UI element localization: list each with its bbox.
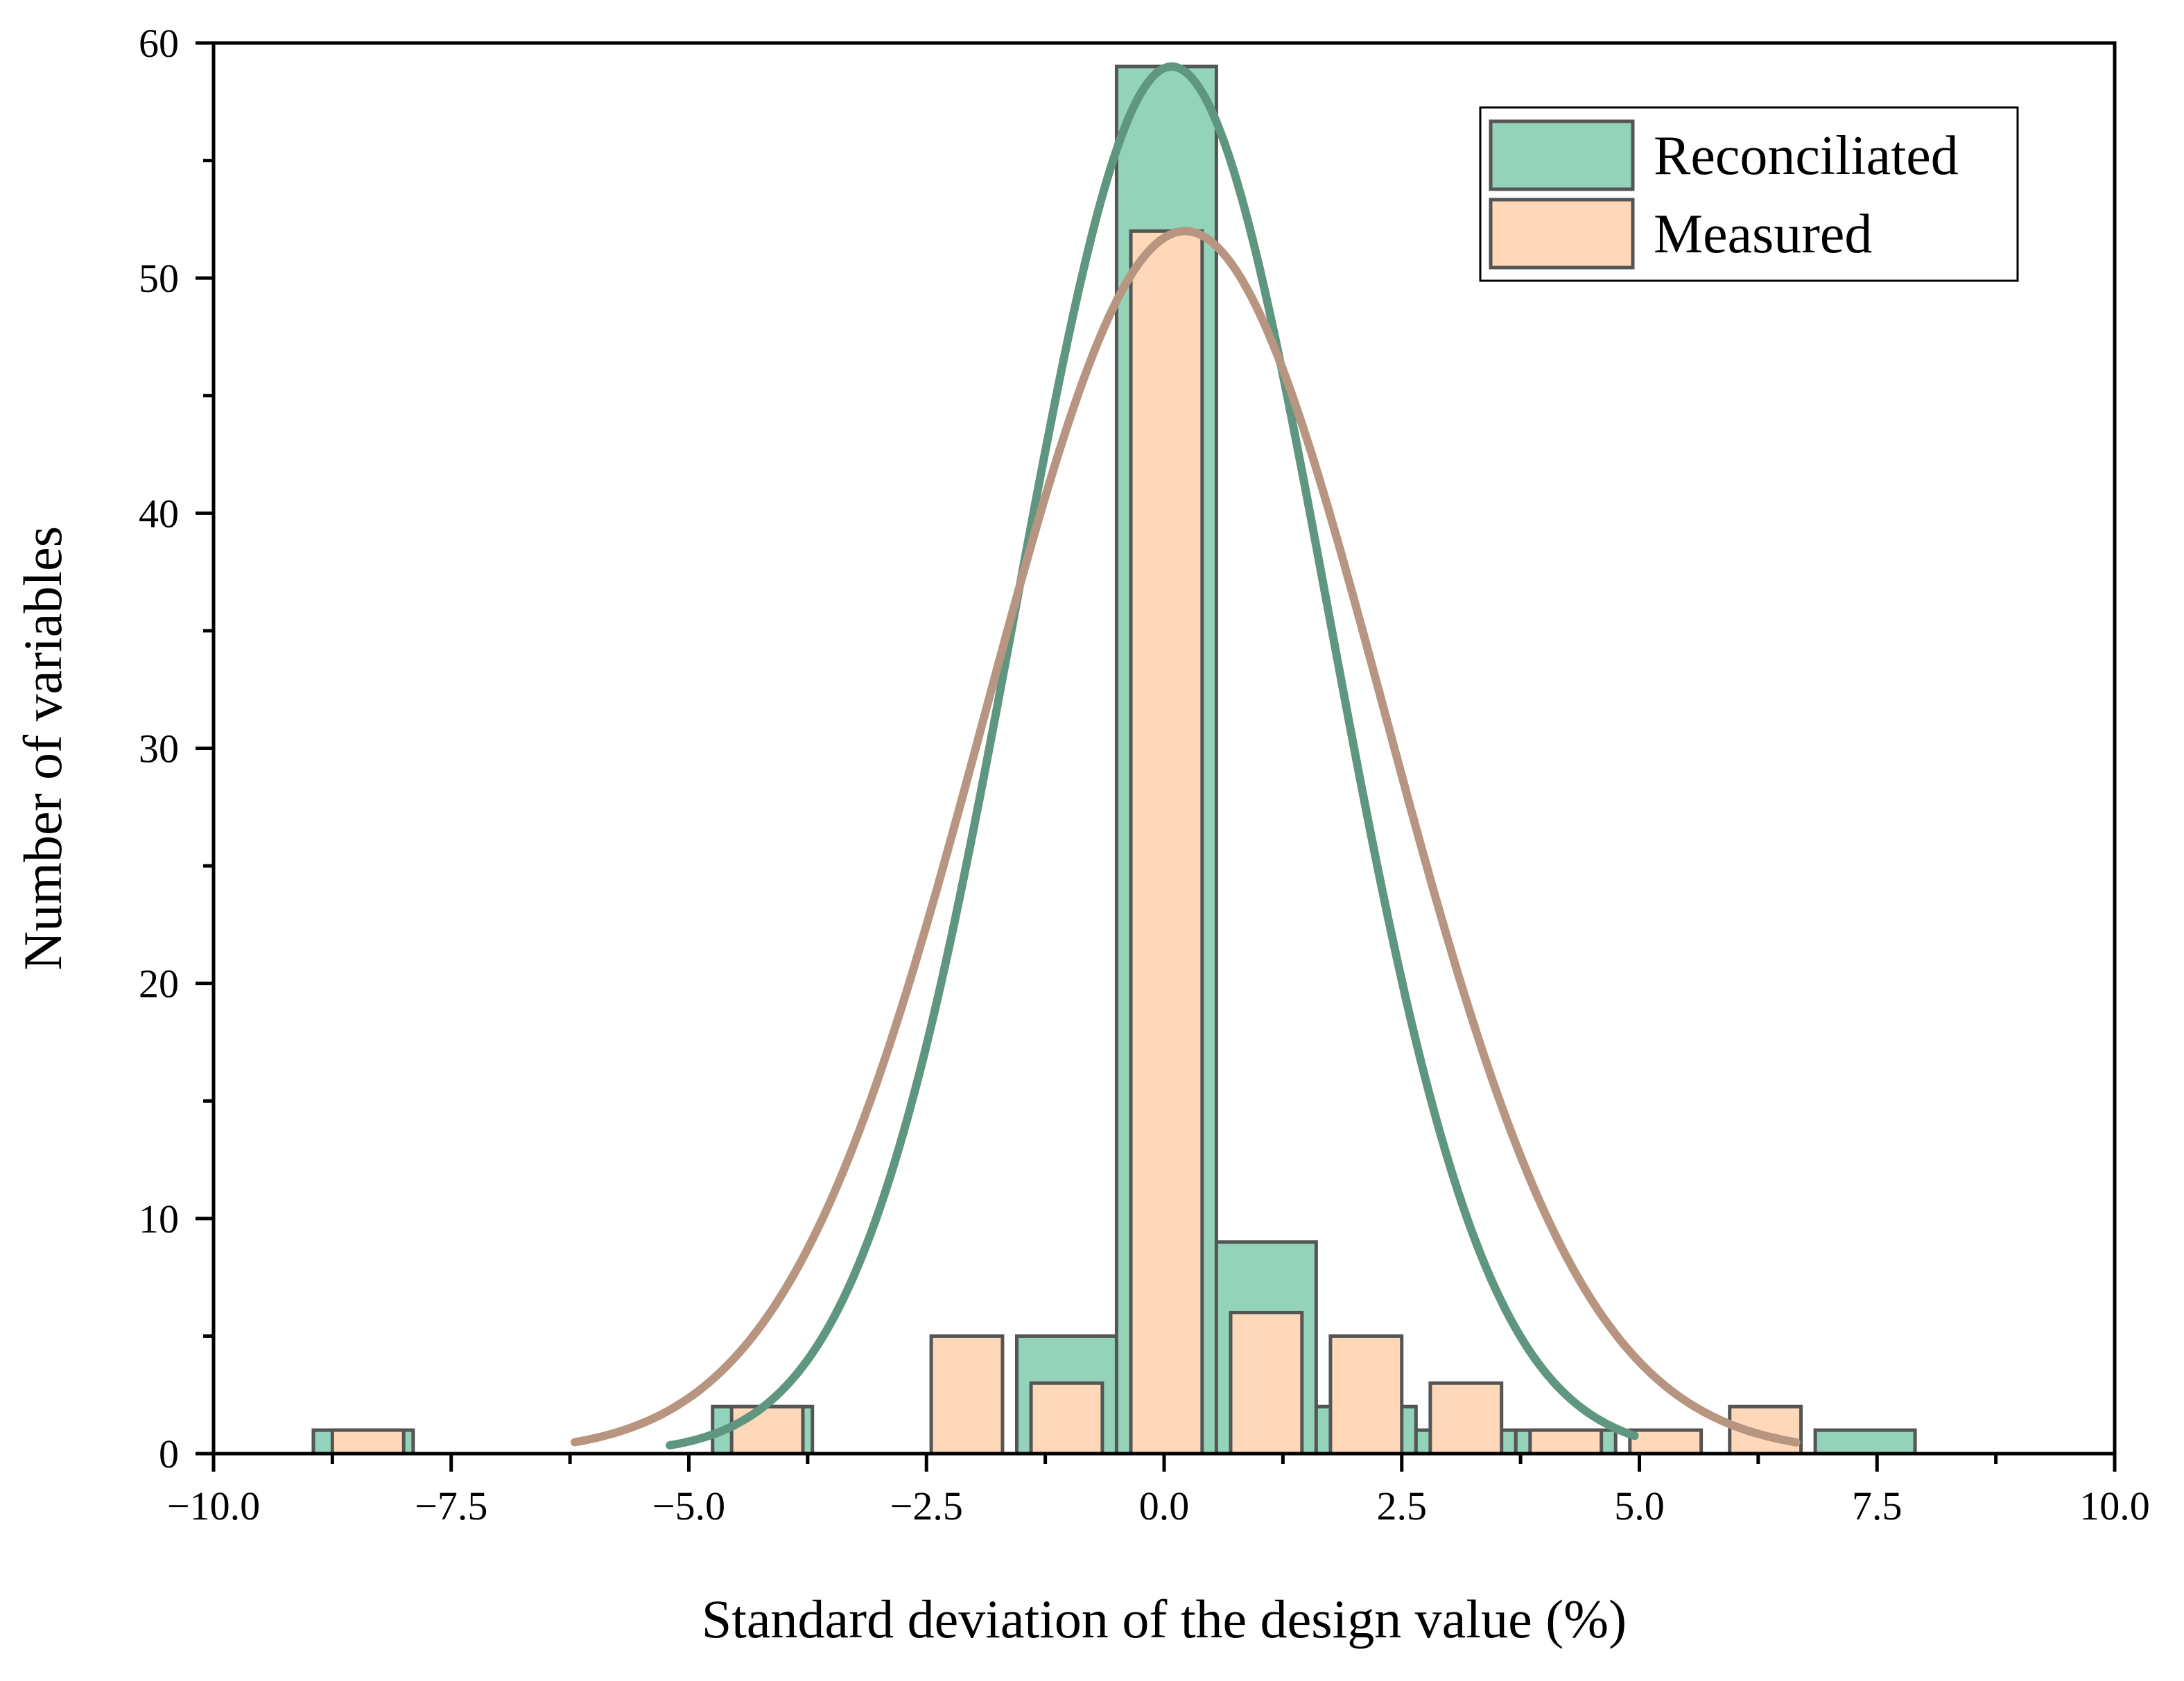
bar-measured-1 [729,1404,805,1456]
bar-measured-8 [1528,1428,1604,1456]
y-tick-label: 60 [139,21,179,66]
x-tick-label: −5.0 [652,1483,725,1528]
bar-measured-4 [1129,229,1204,1456]
bar-measured-5 [1229,1311,1304,1456]
x-axis-title: Standard deviation of the design value (… [702,1589,1627,1649]
bar-measured-0 [330,1428,406,1456]
x-tick-label: 0.0 [1139,1483,1190,1528]
legend-swatch-reconciliated [1489,119,1635,191]
y-tick-label: 30 [139,726,179,772]
bar-measured-2 [929,1334,1005,1456]
x-tick-label: −7.5 [415,1483,487,1528]
bar-measured-3 [1029,1381,1104,1456]
fit-curve-measured [571,227,1801,1447]
legend-label-reconciliated: Reconciliated [1654,125,1959,186]
y-tick-label: 0 [159,1431,179,1477]
y-tick-label: 50 [139,256,179,301]
x-tick-label: −2.5 [890,1483,963,1528]
x-tick-label: −10.0 [167,1483,260,1528]
x-tick-label: 10.0 [2079,1483,2150,1528]
axis-ticks [196,41,2117,1472]
fit-curves-layer [571,62,1801,1449]
legend-label-measured: Measured [1654,204,1872,265]
y-axis-title: Number of variables [12,526,73,970]
y-tick-label: 40 [139,491,179,536]
x-tick-label: 5.0 [1614,1483,1665,1528]
axis-tick-labels: −10.0 −7.5 −5.0 −2.5 0.0 2.5 5.0 7.5 10.0 0 10 20 30… [139,21,2150,1528]
legend-swatch-measured [1489,198,1635,270]
bar-measured-7 [1428,1381,1504,1456]
bars-layer [311,64,1917,1456]
x-tick-label: 7.5 [1852,1483,1903,1528]
y-tick-label: 10 [139,1196,179,1242]
bar-measured-9 [1628,1428,1704,1456]
bar-reconciliated-8 [1813,1428,1917,1456]
x-tick-label: 2.5 [1377,1483,1428,1528]
y-tick-label: 20 [139,961,179,1007]
bar-measured-6 [1328,1334,1404,1456]
legend: Reconciliated Measured [1479,106,2019,282]
fit-curve-reconciliated [666,62,1639,1449]
